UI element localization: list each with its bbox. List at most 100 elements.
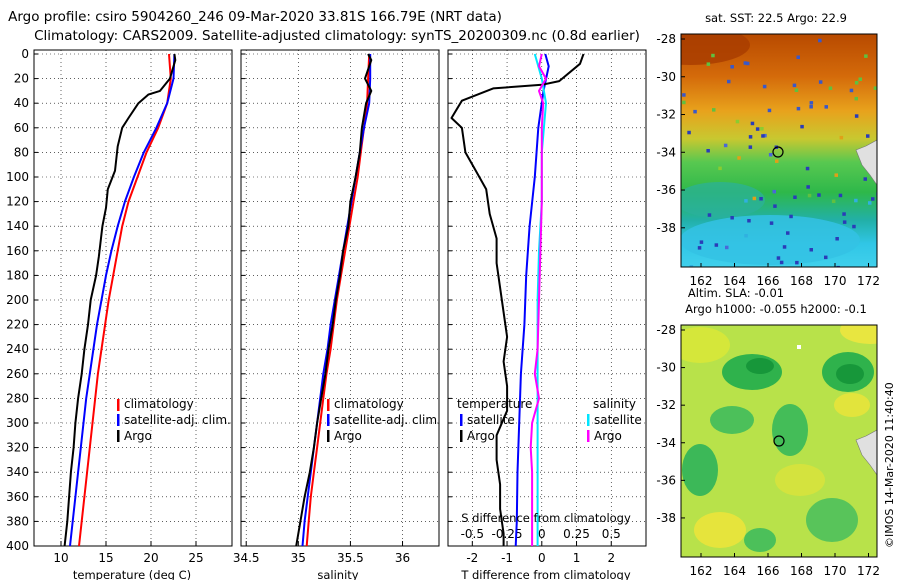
sst-pixel <box>809 101 814 105</box>
sst-pixel <box>849 88 854 93</box>
figure-title-line1: Argo profile: csiro 5904260_246 09-Mar-2… <box>8 9 502 25</box>
depth-tick-label: 280 <box>6 391 29 405</box>
sst-pixel <box>752 196 757 201</box>
temperature-grid <box>34 50 232 547</box>
sst-pixel <box>682 93 686 97</box>
depth-tick-label: 340 <box>6 465 29 479</box>
sla-low-patch <box>746 358 774 374</box>
sst-pixel <box>863 177 867 181</box>
s-tick-label: -0.5 <box>461 527 484 541</box>
salinity-series <box>295 53 373 547</box>
sst-pixel <box>796 55 800 59</box>
depth-tick-label: 360 <box>6 490 29 504</box>
lat-tick-label: -32 <box>656 108 676 122</box>
sst-pixel <box>795 260 799 265</box>
sst-pixel <box>725 245 729 250</box>
depth-tick-label: 260 <box>6 367 29 381</box>
sst-pixel <box>866 134 870 138</box>
sla-low-patch <box>806 498 858 542</box>
sst-pixel <box>807 193 812 198</box>
temperature-tick-labels: 10 15 20 25 <box>53 551 203 565</box>
lon-tick-label: 170 <box>824 274 847 288</box>
legend-label-argo: Argo <box>124 429 152 443</box>
sst-pixel <box>871 197 875 201</box>
sla-lat-ticks: -28 -30 -32 -34 -36 -38 <box>656 323 685 525</box>
depth-tick-label: 20 <box>14 72 29 86</box>
legend-title-salinity: salinity <box>593 397 636 411</box>
salinity-legend: climatology satellite-adj. clim. Argo <box>327 397 441 443</box>
sst-cool-patch <box>681 182 765 218</box>
sla-patch <box>840 325 877 344</box>
sst-cool-patch <box>681 215 860 265</box>
sst-pixel <box>818 80 823 84</box>
depth-tick-label: 300 <box>6 416 29 430</box>
legend-swatch-climatology <box>117 399 120 411</box>
sst-pixel <box>744 199 748 203</box>
s-tick-label: -0.25 <box>492 527 523 541</box>
sst-pixel <box>842 220 847 224</box>
lat-tick-label: -38 <box>656 221 676 235</box>
sst-pixel <box>745 61 750 66</box>
sst-pixel <box>835 237 839 241</box>
lat-tick-label: -30 <box>656 70 676 84</box>
lon-tick-label: 166 <box>757 564 780 578</box>
lon-tick-label: 172 <box>857 274 880 288</box>
sla-map: Altim. SLA: -0.01 Argo h1000: -0.055 h20… <box>656 286 880 578</box>
legend-label-temp-argo: Argo <box>467 429 495 443</box>
lon-tick-label: 168 <box>790 564 813 578</box>
salinity-grid <box>241 50 439 547</box>
sst-pixel <box>817 193 821 197</box>
sst-pixel <box>759 197 763 201</box>
x-tick-label: 25 <box>188 551 203 565</box>
sst-pixel <box>776 256 781 260</box>
sla-patch <box>694 512 746 548</box>
s-tick-label: 0.5 <box>602 527 621 541</box>
depth-tick-label: 40 <box>14 96 29 110</box>
series-line-satellite-adj-clim- <box>69 53 176 547</box>
sst-pixel <box>824 105 828 109</box>
depth-tick-label: 100 <box>6 170 29 184</box>
sst-pixel <box>761 134 765 138</box>
lon-tick-label: 168 <box>790 274 813 288</box>
sla-patch <box>775 464 825 496</box>
temperature-panel: 0 20 40 60 80 100 120 140 160 180 200 220 240 260 280 3… <box>6 47 233 580</box>
temperature-xlabel: temperature (deg C) <box>73 568 191 580</box>
legend-swatch-climatology <box>327 399 330 411</box>
sst-pixel <box>852 224 856 229</box>
sst-pixel <box>773 204 777 208</box>
difference-series <box>450 53 585 547</box>
sst-pixel <box>838 193 843 198</box>
sst-pixel <box>755 127 760 131</box>
salinity-tick-labels: 34.5 35 35.5 36 <box>233 551 410 565</box>
sst-pixel <box>834 173 838 177</box>
depth-tick-label: 320 <box>6 441 29 455</box>
sst-pixel <box>699 240 704 244</box>
depth-tick-label: 200 <box>6 293 29 307</box>
difference-plot-frame <box>447 49 647 547</box>
sst-pixel <box>779 260 784 265</box>
sst-map-frame <box>680 33 878 268</box>
sst-warm-patch <box>681 34 750 65</box>
depth-tick-label: 140 <box>6 219 29 233</box>
legend-swatch-sal-satellite <box>587 414 590 426</box>
difference-grid <box>448 50 646 547</box>
sst-coastline <box>855 139 877 186</box>
sst-pixel <box>706 62 711 66</box>
lon-tick-label: 164 <box>723 564 746 578</box>
sla-island <box>797 345 801 349</box>
sst-pixel <box>748 145 753 149</box>
sst-pixel <box>707 213 712 217</box>
sla-low-patch <box>772 404 808 456</box>
sst-pixel <box>712 108 716 112</box>
lon-tick-label: 170 <box>824 564 847 578</box>
sst-lat-ticks: -28 -30 -32 -34 -36 -38 <box>656 32 685 235</box>
sst-pixel <box>763 133 767 138</box>
lon-tick-label: 162 <box>690 274 713 288</box>
sst-pixel <box>805 166 810 171</box>
legend-label-temp-satellite: satellite <box>467 413 515 427</box>
sst-pixel <box>806 185 810 189</box>
difference-legend: temperature satellite Argo salinity sate… <box>457 397 642 443</box>
sst-pixel <box>854 198 858 203</box>
sla-lon-ticks: 162 164 166 168 170 172 <box>690 553 880 578</box>
